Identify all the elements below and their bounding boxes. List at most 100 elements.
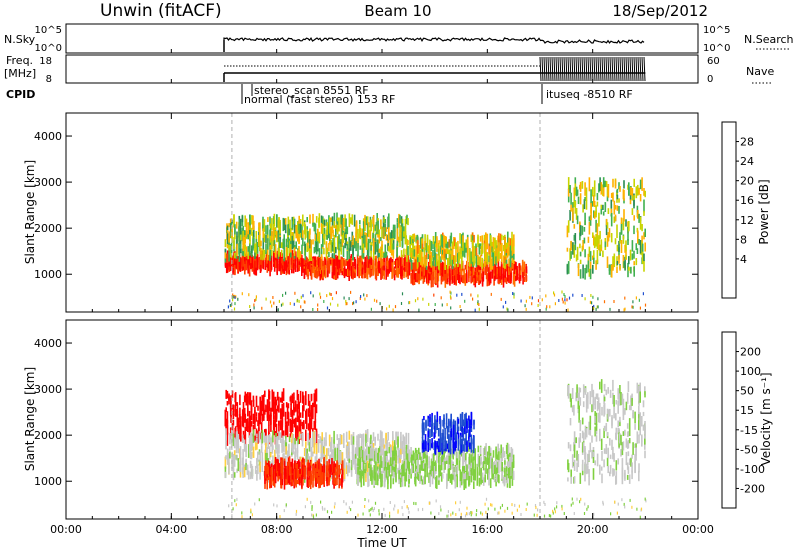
scatter-cell: [488, 469, 491, 475]
scatter-cell: [239, 424, 241, 438]
scatter-cell: [303, 258, 306, 265]
scatter-cell: [321, 440, 323, 455]
scatter-cell: [466, 418, 468, 429]
scatter-cell: [383, 265, 385, 271]
scatter-cell: [444, 236, 446, 247]
scatter-cell: [234, 257, 236, 265]
scatter-cell: [478, 267, 480, 273]
scatter-cell: [455, 448, 458, 456]
nave-hatch: [543, 56, 546, 82]
scatter-cell: [328, 469, 330, 483]
scatter-cell: [285, 402, 288, 408]
scatter-cell: [583, 227, 586, 232]
scatter-cell: [315, 470, 317, 478]
noise-cell: [229, 299, 231, 303]
scatter-cell: [487, 468, 489, 480]
noise-cell: [337, 303, 339, 307]
scatter-cell: [359, 450, 362, 460]
scatter-cell: [317, 433, 320, 438]
scatter-cell: [425, 421, 427, 431]
scatter-cell: [361, 261, 364, 268]
scatter-cell: [302, 230, 304, 238]
nave-hatch: [583, 56, 586, 82]
scatter-cell: [380, 471, 382, 482]
scatter-cell: [507, 467, 510, 479]
scatter-cell: [242, 417, 245, 422]
scatter-cell: [573, 234, 576, 241]
scatter-cell: [480, 456, 482, 462]
scatter-cell: [357, 243, 359, 257]
scatter-cell: [292, 450, 295, 455]
scatter-cell: [506, 442, 509, 457]
scatter-cell: [430, 460, 433, 471]
scatter-cell: [478, 274, 480, 285]
freq-trace: [223, 56, 646, 82]
scatter-cell: [444, 436, 446, 449]
scatter-cell: [274, 257, 277, 269]
scatter-cell: [271, 400, 274, 412]
scatter-cell: [362, 243, 365, 250]
scatter-cell: [623, 180, 625, 189]
scatter-cell: [332, 449, 334, 463]
scatter-cell: [474, 273, 477, 288]
scatter-cell: [401, 473, 404, 487]
scatter-cell: [512, 470, 515, 479]
noise-cell: [433, 293, 435, 297]
scatter-cell: [380, 453, 382, 467]
scatter-cell: [287, 224, 290, 236]
scatter-cell: [271, 467, 273, 477]
scatter-cell: [473, 476, 475, 489]
scatter-cell: [333, 246, 336, 254]
scatter-cell: [434, 419, 437, 434]
scatter-cell: [633, 261, 635, 266]
scatter-cell: [407, 255, 409, 267]
scatter-cell: [299, 461, 301, 468]
scatter-cell: [454, 269, 456, 276]
scatter-cell: [242, 430, 245, 439]
noise-cell: [525, 299, 527, 303]
scatter-cell: [239, 446, 242, 456]
scatter-cell: [619, 232, 621, 241]
scatter-cell: [392, 470, 395, 477]
scatter-cell: [644, 242, 646, 252]
noise-cell: [506, 307, 508, 311]
scatter-cell: [290, 252, 292, 258]
scatter-cell: [463, 274, 465, 284]
scatter-cell: [457, 269, 460, 283]
scatter-cell: [593, 195, 595, 206]
scatter-cell: [290, 422, 292, 435]
scatter-cell: [230, 395, 232, 406]
scatter-cell: [355, 231, 357, 245]
noise-cell: [478, 303, 480, 306]
scatter-cell: [274, 449, 276, 464]
scatter-cell: [361, 248, 364, 258]
scatter-cell: [365, 237, 368, 250]
noise-cell: [282, 302, 284, 306]
scatter-cell: [572, 242, 574, 255]
scatter-cell: [423, 422, 425, 433]
scatter-cell: [262, 228, 265, 238]
scatter-cell: [511, 250, 514, 263]
scatter-cell: [404, 256, 406, 267]
scatter-cell: [236, 442, 238, 449]
scatter-cell: [422, 263, 425, 278]
scatter-cell: [382, 445, 385, 459]
scatter-cell: [419, 267, 422, 281]
scatter-cell: [273, 423, 275, 434]
scatter-cell: [507, 456, 510, 465]
scatter-cell: [365, 434, 367, 447]
scatter-cell: [462, 419, 465, 427]
scatter-cell: [371, 470, 373, 478]
scatter-cell: [323, 270, 326, 275]
scatter-cell: [395, 270, 397, 276]
nave-hatch: [575, 56, 578, 82]
scatter-cell: [250, 408, 253, 414]
scatter-cell: [422, 476, 425, 485]
scatter-cell: [366, 258, 369, 268]
scatter-cell: [441, 473, 444, 479]
noise-cell: [408, 301, 410, 305]
scatter-cell: [440, 256, 442, 263]
scatter-cell: [418, 474, 420, 481]
scatter-cell: [391, 262, 394, 276]
noise-cell: [464, 299, 466, 303]
